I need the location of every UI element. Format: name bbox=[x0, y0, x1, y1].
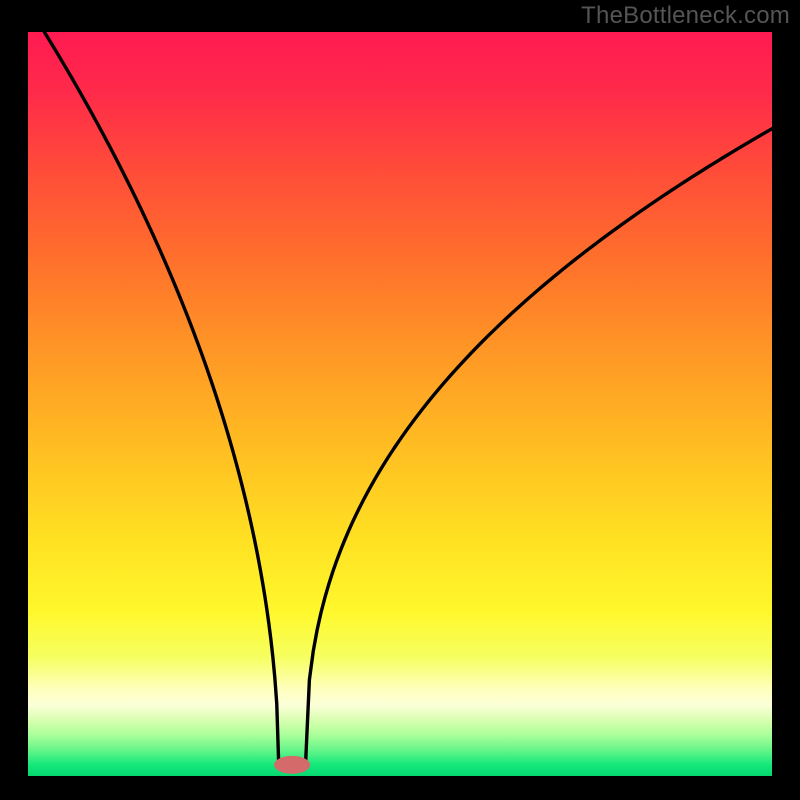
plot-background bbox=[28, 32, 772, 776]
chart-frame: TheBottleneck.com bbox=[0, 0, 800, 800]
bottleneck-chart bbox=[0, 0, 800, 800]
watermark-text: TheBottleneck.com bbox=[581, 2, 790, 30]
optimal-point-marker bbox=[274, 756, 310, 774]
